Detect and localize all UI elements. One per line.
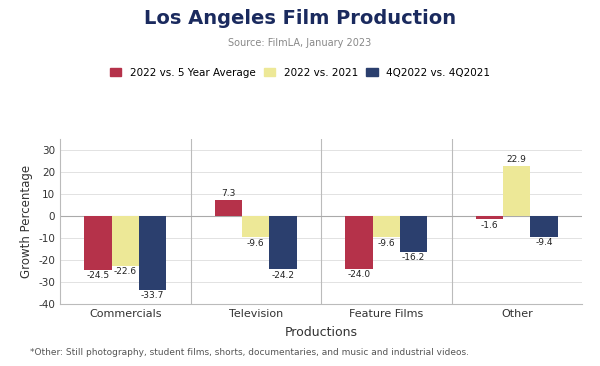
Text: -24.2: -24.2 — [272, 270, 295, 280]
Bar — [400, 216, 427, 251]
Bar — [84, 216, 112, 270]
Text: -33.7: -33.7 — [141, 291, 164, 300]
Text: 22.9: 22.9 — [507, 155, 527, 164]
Text: Source: FilmLA, January 2023: Source: FilmLA, January 2023 — [229, 38, 371, 48]
Bar — [269, 216, 297, 269]
Text: -9.6: -9.6 — [377, 239, 395, 247]
Text: -1.6: -1.6 — [481, 221, 498, 230]
Text: -9.6: -9.6 — [247, 239, 265, 247]
Text: Los Angeles Film Production: Los Angeles Film Production — [144, 9, 456, 28]
Bar — [345, 216, 373, 269]
Bar — [242, 216, 269, 237]
Text: -24.0: -24.0 — [347, 270, 370, 279]
Bar — [139, 216, 166, 290]
Bar — [215, 200, 242, 216]
Text: -22.6: -22.6 — [113, 267, 137, 276]
Text: 7.3: 7.3 — [221, 189, 236, 198]
Y-axis label: Growth Percentage: Growth Percentage — [20, 165, 33, 278]
Text: -16.2: -16.2 — [402, 253, 425, 262]
X-axis label: Productions: Productions — [284, 326, 358, 339]
Bar — [530, 216, 558, 236]
Bar — [503, 166, 530, 216]
Bar — [373, 216, 400, 237]
Text: -24.5: -24.5 — [86, 271, 109, 280]
Bar — [476, 216, 503, 220]
Text: *Other: Still photography, student films, shorts, documentaries, and music and i: *Other: Still photography, student films… — [30, 348, 469, 357]
Bar — [112, 216, 139, 266]
Text: -9.4: -9.4 — [535, 238, 553, 247]
Legend: 2022 vs. 5 Year Average, 2022 vs. 2021, 4Q2022 vs. 4Q2021: 2022 vs. 5 Year Average, 2022 vs. 2021, … — [108, 66, 492, 80]
